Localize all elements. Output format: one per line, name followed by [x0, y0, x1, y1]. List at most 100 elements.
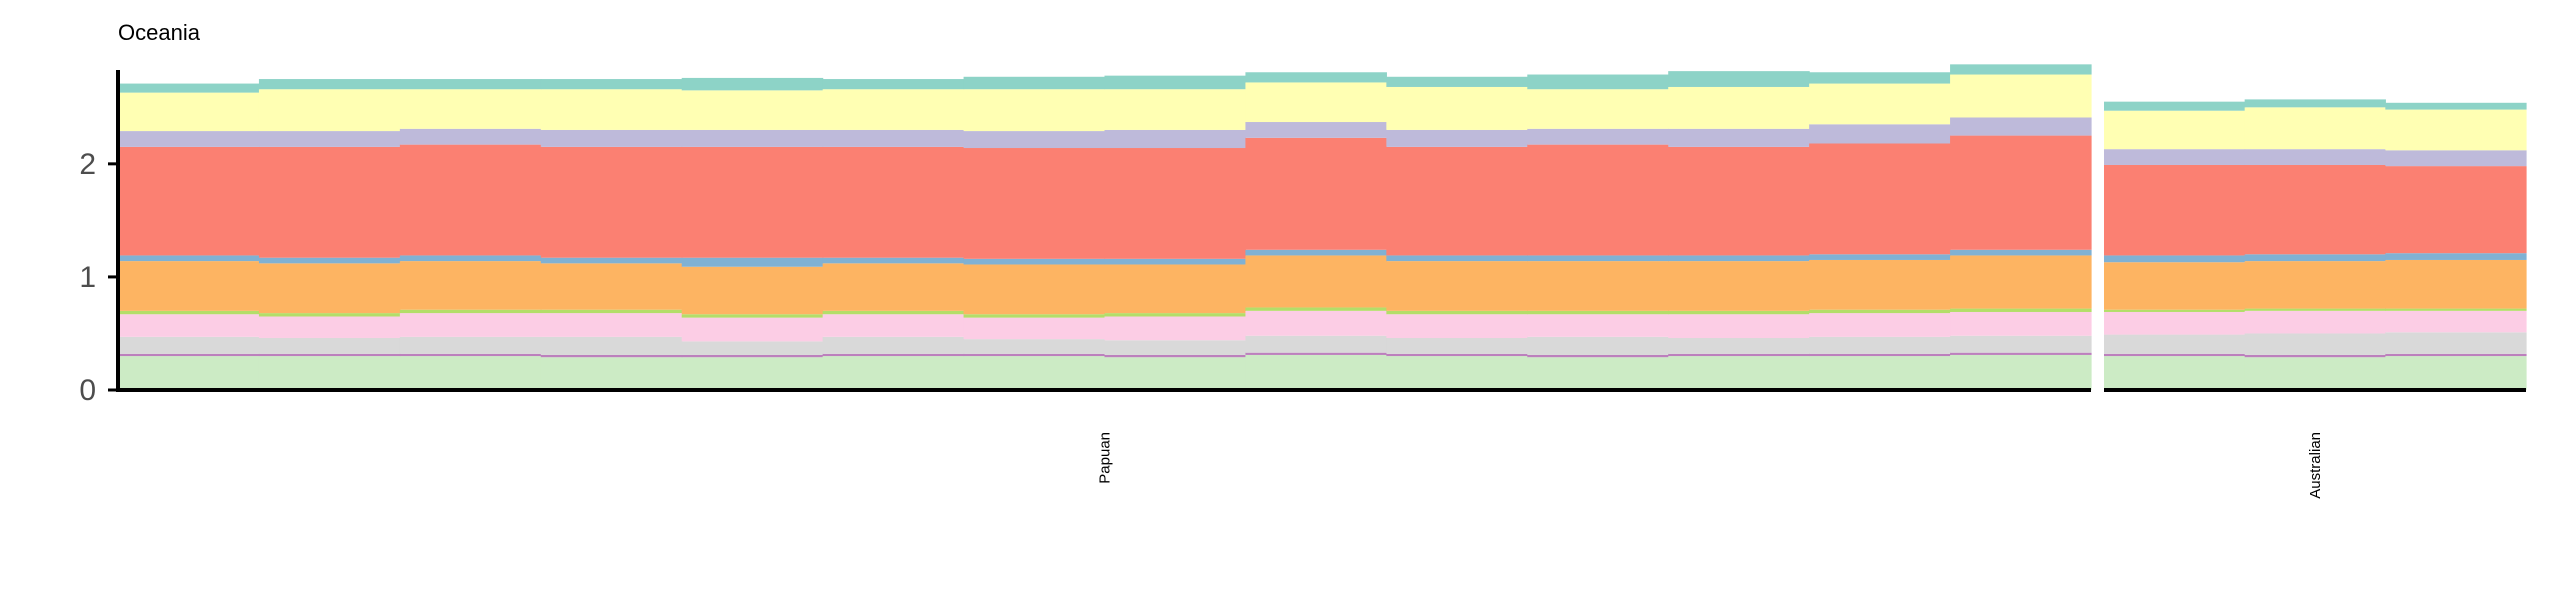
stack-segment: [2104, 110, 2246, 150]
stack-segment: [2385, 150, 2527, 167]
chart-panels: [118, 64, 2527, 390]
stack-segment: [822, 89, 965, 130]
stack-segment: [1245, 82, 1387, 123]
stack-segment: [1950, 352, 2092, 355]
stack-segment: [2244, 308, 2386, 311]
stack-segment: [1104, 148, 1247, 259]
stack-segment: [540, 313, 683, 337]
stack-segment: [2244, 310, 2386, 334]
stack-segment: [2385, 310, 2527, 333]
stack-segment: [963, 148, 1106, 259]
panel-title: Oceania: [118, 20, 201, 45]
stack-segment: [1386, 86, 1528, 130]
stack-segment: [1809, 356, 1951, 390]
stack-segment: [1668, 337, 1810, 354]
stack-segment: [1104, 89, 1247, 130]
group-label-papuan: Papuan: [1097, 432, 1114, 484]
stack-segment: [2244, 99, 2386, 108]
stack-segment: [258, 353, 401, 357]
stack-segment: [1950, 311, 2092, 336]
stack-segment: [1245, 72, 1387, 83]
stack-segment: [118, 356, 260, 390]
stack-segment: [540, 309, 683, 314]
stack-segment: [1386, 255, 1528, 262]
stack-segment: [963, 76, 1106, 90]
stack-segment: [1386, 314, 1528, 338]
stack-segment: [118, 310, 260, 315]
stack-segment: [1386, 76, 1528, 87]
stack-segment: [1245, 335, 1387, 353]
stack-segment: [1527, 357, 1669, 390]
stack-segment: [2385, 259, 2527, 309]
stack-segment: [118, 336, 260, 354]
stack-segment: [399, 313, 542, 337]
stack-segment: [1809, 313, 1951, 337]
stack-segment: [1668, 146, 1810, 256]
stack-segment: [1527, 314, 1669, 337]
stack-segment: [1809, 83, 1951, 125]
stack-segment: [118, 92, 260, 132]
stack-segment: [1809, 124, 1951, 144]
stack-segment: [681, 257, 824, 267]
stack-segment: [258, 356, 401, 390]
stack-segment: [2104, 353, 2246, 357]
stack-segment: [1527, 89, 1669, 129]
stack-segment: [681, 77, 824, 91]
stack-segment: [1668, 356, 1810, 390]
y-axis: 0 1 2: [79, 70, 2526, 407]
stack-segment: [2104, 164, 2246, 256]
panel-australian: [2104, 99, 2527, 390]
stack-segment: [540, 89, 683, 130]
stack-segment: [822, 146, 965, 258]
stack-segment: [681, 317, 824, 342]
stack-segment: [1104, 313, 1247, 317]
stack-segment: [2385, 253, 2527, 260]
stack-segment: [1809, 254, 1951, 260]
y-tick-label: 1: [79, 261, 96, 294]
stack-segment: [118, 146, 260, 256]
stack-segment: [2244, 107, 2386, 150]
stack-segment: [2104, 311, 2246, 335]
stack-segment: [1527, 255, 1669, 262]
stack-segment: [1104, 129, 1247, 149]
stack-segment: [963, 356, 1106, 390]
stack-segment: [1245, 122, 1387, 138]
stack-segment: [118, 261, 260, 311]
stack-segment: [1809, 336, 1951, 354]
stack-segment: [258, 79, 401, 90]
stack-segment: [822, 257, 965, 264]
stack-segment: [2385, 356, 2527, 390]
stack-segment: [1809, 353, 1951, 357]
stack-segment: [822, 356, 965, 390]
stack-segment: [1527, 144, 1669, 256]
stack-segment: [2244, 357, 2386, 390]
stack-segment: [118, 255, 260, 262]
stack-segment: [963, 339, 1106, 354]
stack-segment: [258, 146, 401, 258]
stack-segment: [1386, 310, 1528, 315]
stack-segment: [1386, 129, 1528, 147]
stack-segment: [963, 89, 1106, 132]
stack-segment: [258, 313, 401, 317]
stack-segment: [822, 314, 965, 337]
y-tick-label: 2: [79, 148, 96, 181]
stack-segment: [1527, 74, 1669, 90]
stack-segment: [2244, 354, 2386, 358]
stack-segment: [681, 314, 824, 318]
stack-segment: [2104, 255, 2246, 263]
stack-segment: [2244, 333, 2386, 355]
stack-segment: [822, 353, 965, 357]
stack-segment: [1245, 352, 1387, 355]
stack-segment: [399, 255, 542, 262]
stack-segment: [2244, 261, 2386, 309]
stack-segment: [1527, 354, 1669, 358]
stack-segment: [963, 264, 1106, 315]
stack-segment: [963, 317, 1106, 340]
stack-segment: [1104, 75, 1247, 90]
stack-segment: [399, 309, 542, 314]
stack-segment: [2385, 332, 2527, 354]
stack-segment: [1245, 255, 1387, 308]
stack-segment: [1668, 310, 1810, 315]
stack-segment: [963, 258, 1106, 265]
